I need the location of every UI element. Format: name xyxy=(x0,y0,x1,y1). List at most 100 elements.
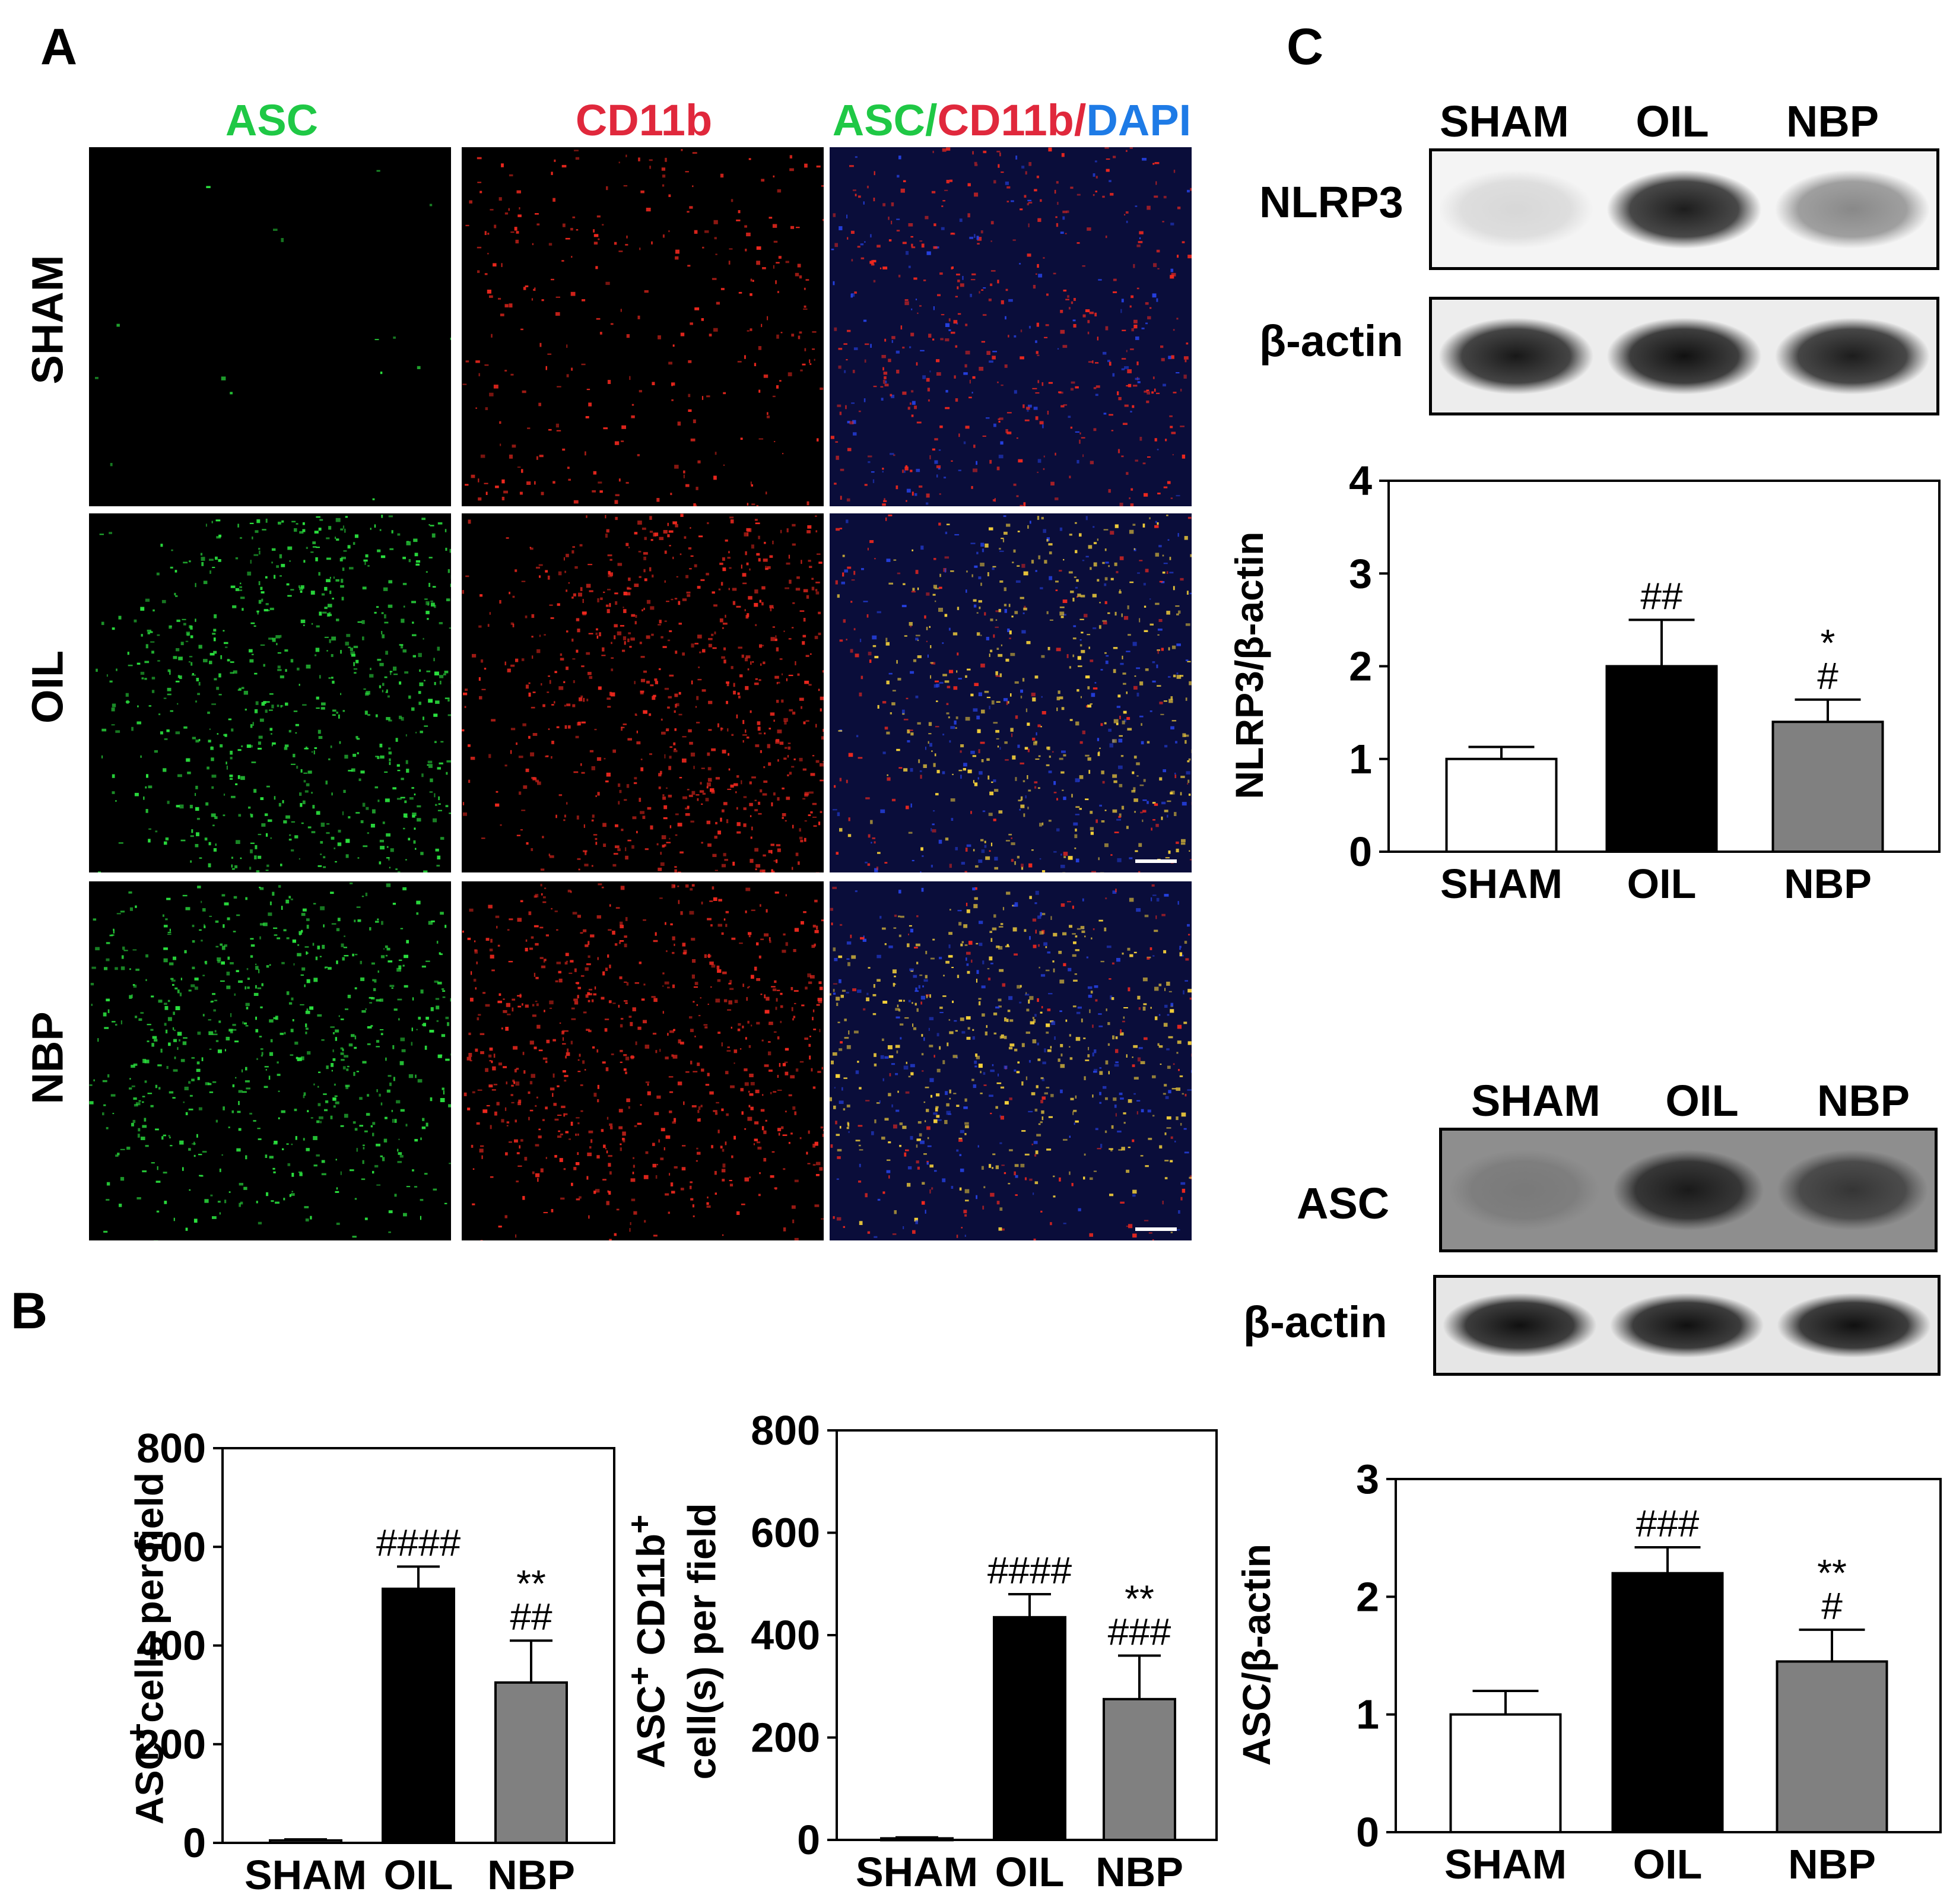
x-tick-label: NBP xyxy=(1784,861,1872,907)
significance-marker: ### xyxy=(1636,1502,1700,1545)
nlrp3-loading-label: β-actin xyxy=(1259,316,1403,366)
significance-marker: # xyxy=(1821,1585,1843,1627)
nlrp3-band-1 xyxy=(1438,170,1593,249)
micrograph-sham-col1 xyxy=(89,147,451,506)
y-tick-label: 0 xyxy=(1349,829,1372,875)
bar-oil xyxy=(1611,1572,1724,1834)
bar-oil xyxy=(993,1616,1066,1841)
row-label-oil: OIL xyxy=(23,650,72,724)
nlrp3-lane-oil: OIL xyxy=(1636,97,1709,146)
y-axis-label: ASC/β-actin xyxy=(1234,1543,1278,1766)
micrograph-sham-col3 xyxy=(830,147,1192,506)
x-tick-label: OIL xyxy=(1633,1841,1703,1887)
significance-marker: #### xyxy=(987,1549,1072,1592)
significance-marker: ** xyxy=(516,1562,546,1605)
significance-marker: ### xyxy=(1108,1611,1171,1654)
x-tick-label: NBP xyxy=(487,1852,575,1898)
column-title-part: ASC xyxy=(225,96,319,145)
x-tick-label: SHAM xyxy=(244,1852,367,1898)
y-tick-label: 3 xyxy=(1356,1456,1379,1502)
asc-blot xyxy=(1439,1128,1938,1252)
y-axis-label: ASC+ CD11b+ cell(s) per field xyxy=(621,1503,724,1780)
micrograph-oil-col3 xyxy=(830,513,1192,872)
bar-nbp xyxy=(1776,1660,1888,1833)
significance-marker: ** xyxy=(1125,1578,1154,1620)
asc-band-3 xyxy=(1777,1150,1928,1230)
bar-sham xyxy=(1449,1713,1562,1833)
chart-b1: 0 200 400 600 800 SHAM OIL NBP #### ** ## xyxy=(136,1425,615,1898)
micrograph-oil-col1 xyxy=(89,513,451,872)
y-axis-label: NLRP3/β-actin xyxy=(1227,531,1271,799)
nlrp3-band-2 xyxy=(1606,170,1762,249)
asc-lane-sham: SHAM xyxy=(1471,1076,1600,1125)
y-tick-label: 400 xyxy=(751,1612,820,1658)
asc-band-1 xyxy=(1449,1150,1600,1230)
column-title-part: CD11b/ xyxy=(937,96,1087,145)
panel-letter-b: B xyxy=(11,1283,48,1340)
significance-marker: # xyxy=(1817,655,1838,697)
y-tick-label: 0 xyxy=(1356,1809,1379,1855)
y-tick-label: 600 xyxy=(751,1510,820,1556)
bar-oil xyxy=(1605,665,1718,853)
x-tick-label: NBP xyxy=(1095,1849,1183,1895)
column-title-part: DAPI xyxy=(1086,96,1192,145)
micrograph-sham-col2 xyxy=(462,147,824,506)
y-tick-label: 400 xyxy=(136,1623,206,1669)
bar-nbp xyxy=(1103,1697,1176,1841)
nlrp3-band-3 xyxy=(1775,170,1930,249)
asc-lane-nbp: NBP xyxy=(1817,1076,1910,1125)
y-tick-label: 0 xyxy=(183,1820,206,1866)
bar-nbp xyxy=(1771,721,1884,853)
column-title-part: ASC/ xyxy=(832,96,938,145)
bar-sham xyxy=(880,1837,954,1842)
bar-oil xyxy=(382,1587,455,1844)
x-tick-label: NBP xyxy=(1788,1841,1876,1887)
bar-nbp xyxy=(494,1681,568,1844)
micrograph-oil-col2 xyxy=(462,513,824,872)
nlrp3-actin-band-3 xyxy=(1775,318,1930,395)
asc-band-2 xyxy=(1612,1150,1764,1230)
y-tick-label: 0 xyxy=(797,1817,820,1863)
nlrp3-lane-sham: SHAM xyxy=(1440,97,1569,146)
chart-b2: 0 200 400 600 800 SHAM OIL NBP #### ** ### xyxy=(751,1407,1218,1895)
nlrp3-beta-actin-blot xyxy=(1429,297,1939,415)
column-title-3: ASC/CD11b/DAPI xyxy=(774,95,1249,145)
asc-actin-band-3 xyxy=(1777,1293,1931,1358)
nlrp3-actin-band-1 xyxy=(1438,318,1593,395)
nlrp3-actin-band-2 xyxy=(1606,318,1762,395)
significance-marker: ## xyxy=(1640,575,1683,617)
y-tick-label: 1 xyxy=(1356,1692,1379,1738)
x-tick-label: OIL xyxy=(995,1849,1065,1895)
y-tick-label: 1 xyxy=(1349,736,1372,782)
asc-label: ASC xyxy=(1297,1179,1390,1228)
panel-letter-c: C xyxy=(1287,18,1324,75)
bar-sham xyxy=(1445,757,1558,853)
significance-marker: #### xyxy=(376,1522,461,1565)
asc-beta-actin-blot xyxy=(1433,1275,1941,1376)
nlrp3-label: NLRP3 xyxy=(1259,177,1403,227)
micrograph-nbp-col2 xyxy=(462,881,824,1240)
significance-marker: ## xyxy=(510,1595,552,1638)
asc-actin-band-2 xyxy=(1609,1293,1764,1358)
y-tick-label: 3 xyxy=(1349,550,1372,596)
x-tick-label: SHAM xyxy=(1444,1841,1567,1887)
y-tick-label: 800 xyxy=(136,1425,206,1471)
y-tick-label: 4 xyxy=(1349,458,1372,504)
x-tick-label: SHAM xyxy=(856,1849,978,1895)
micrograph-nbp-col1 xyxy=(89,881,451,1240)
bar-sham xyxy=(269,1839,342,1844)
nlrp3-blot xyxy=(1429,148,1939,270)
asc-loading-label: β-actin xyxy=(1243,1297,1387,1347)
y-tick-label: 2 xyxy=(1356,1573,1379,1620)
significance-marker: ** xyxy=(1817,1551,1847,1594)
y-axis-label: ASC+cells per field xyxy=(119,1472,172,1824)
y-tick-label: 200 xyxy=(136,1721,206,1767)
significance-marker: * xyxy=(1821,621,1835,664)
y-tick-label: 2 xyxy=(1349,643,1372,690)
y-tick-label: 200 xyxy=(751,1715,820,1761)
row-label-sham: SHAM xyxy=(23,255,72,385)
chart-c2: 0 1 2 3 SHAM OIL NBP ### ** # xyxy=(1356,1456,1942,1887)
column-title-1: ASC xyxy=(34,95,509,145)
row-label-nbp: NBP xyxy=(23,1011,72,1105)
column-title-2: CD11b xyxy=(407,95,881,145)
